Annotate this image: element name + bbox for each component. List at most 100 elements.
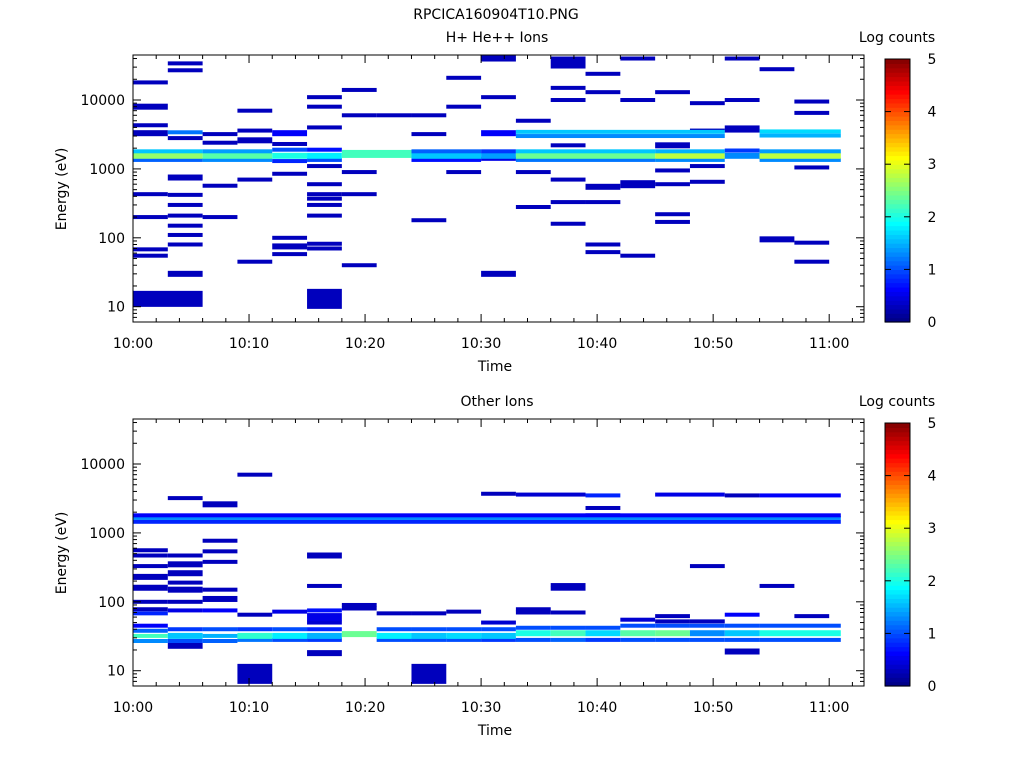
x-tick-label: 10:00	[113, 336, 153, 352]
heatmap-cell	[167, 586, 203, 593]
colorbar-swatch	[885, 273, 910, 279]
colorbar-tick-label: 4	[928, 105, 937, 121]
colorbar-swatch	[885, 655, 910, 661]
heatmap-cell	[655, 152, 725, 159]
heatmap-cell	[133, 573, 168, 580]
colorbar-swatch	[885, 251, 910, 257]
heatmap-cell	[515, 129, 725, 134]
colorbar-swatch	[885, 659, 910, 665]
heatmap-cell	[724, 612, 760, 617]
colorbar-tick-label: 5	[928, 52, 937, 68]
colorbar-swatch	[885, 466, 910, 472]
colorbar-swatch	[885, 458, 910, 464]
heatmap-cell	[133, 519, 841, 524]
colorbar-swatch	[885, 440, 910, 446]
heatmap-cell	[550, 85, 586, 90]
colorbar-swatch	[885, 300, 910, 306]
colorbar-swatch	[885, 646, 910, 652]
axis-ticks: 10:00 10:10 10:20 10:30 10:40 10:50 11:00 10 100…	[80, 55, 864, 352]
heatmap-cell	[759, 583, 795, 588]
heatmap-cell	[202, 157, 273, 162]
heatmap-cell	[550, 143, 586, 148]
heatmap-cell	[515, 492, 586, 497]
heatmap-cell	[167, 213, 203, 218]
heatmap-cell	[133, 548, 168, 553]
colorbar-tick-label: 3	[928, 157, 937, 173]
colorbar-swatch	[885, 589, 910, 595]
heatmap-cell	[411, 157, 482, 162]
heatmap-cell	[620, 630, 656, 637]
colorbar-swatch	[885, 519, 910, 525]
heatmap-cell	[655, 157, 725, 162]
heatmap-cell	[272, 159, 308, 164]
colorbar: 0 1 2 3 4 5	[884, 416, 937, 695]
heatmap-cell	[655, 168, 690, 173]
colorbar-swatch	[885, 615, 910, 621]
heatmap-cell	[759, 67, 795, 72]
heatmap-cell	[724, 637, 760, 642]
colorbar-swatch	[885, 567, 910, 573]
heatmap-cell	[167, 553, 203, 558]
heatmap-cell	[202, 627, 238, 632]
heatmap-cell	[411, 663, 447, 684]
heatmap-cell	[655, 212, 690, 217]
heatmap-cell	[655, 637, 690, 642]
heatmap-cell	[655, 492, 725, 497]
colorbar-swatch	[885, 85, 910, 91]
heatmap-cell	[724, 630, 760, 637]
x-tick-label: 10:00	[113, 700, 153, 716]
heatmap-cell	[515, 607, 551, 612]
heatmap-cell	[167, 270, 203, 277]
colorbar-swatch	[885, 278, 910, 284]
heatmap-cell	[167, 68, 203, 73]
heatmap-cell	[585, 200, 621, 205]
heatmap-cell	[446, 104, 482, 109]
heatmap-cell	[759, 133, 841, 138]
heatmap-cell	[167, 570, 203, 577]
heatmap-cell	[167, 61, 203, 66]
heatmap-cell	[272, 152, 308, 159]
heatmap-cell	[133, 123, 168, 128]
x-tick-label: 11:00	[809, 700, 849, 716]
colorbar-swatch	[885, 444, 910, 450]
heatmap-cell	[341, 631, 377, 638]
heatmap-cell	[167, 242, 203, 247]
heatmap-cell	[307, 192, 342, 197]
y-axis-label: Energy (eV)	[54, 512, 70, 595]
heatmap-cell	[411, 611, 447, 616]
colorbar-swatch	[885, 286, 910, 292]
heatmap-cell	[794, 110, 830, 115]
colorbar-swatch	[885, 168, 910, 174]
heatmap-cell	[550, 98, 586, 103]
colorbar-swatch	[885, 146, 910, 152]
colorbar-swatch	[885, 580, 910, 586]
heatmap-cell	[133, 564, 168, 569]
heatmap-cell	[481, 149, 516, 154]
y-tick-label: 10000	[80, 93, 125, 109]
heatmap-cell	[307, 583, 342, 588]
x-tick-label: 10:50	[693, 700, 733, 716]
colorbar-swatch	[885, 642, 910, 648]
colorbar-swatch	[885, 295, 910, 301]
heatmap-cell	[515, 610, 551, 615]
heatmap-cell	[341, 602, 377, 607]
heatmap-cell	[620, 623, 656, 628]
heatmap-cell	[655, 149, 725, 154]
colorbar-swatch	[885, 181, 910, 187]
heatmap-cell	[341, 87, 377, 92]
figure-title: RPCICA160904T10.PNG	[413, 7, 578, 23]
colorbar-swatch	[885, 510, 910, 516]
colorbar-tick-label: 1	[928, 626, 937, 642]
heatmap-cell	[202, 549, 238, 554]
heatmap-cell	[237, 632, 273, 639]
heatmap-cell	[689, 564, 725, 569]
heatmap-cell	[133, 515, 841, 520]
heatmap-cell	[202, 152, 273, 159]
heatmap-cell	[550, 630, 586, 637]
colorbar-swatch	[885, 102, 910, 108]
colorbar-swatch	[885, 172, 910, 178]
heatmap-cell	[272, 130, 308, 137]
colorbar-swatch	[885, 497, 910, 503]
heatmap-cell	[585, 71, 621, 76]
heatmap-cell	[550, 56, 586, 69]
